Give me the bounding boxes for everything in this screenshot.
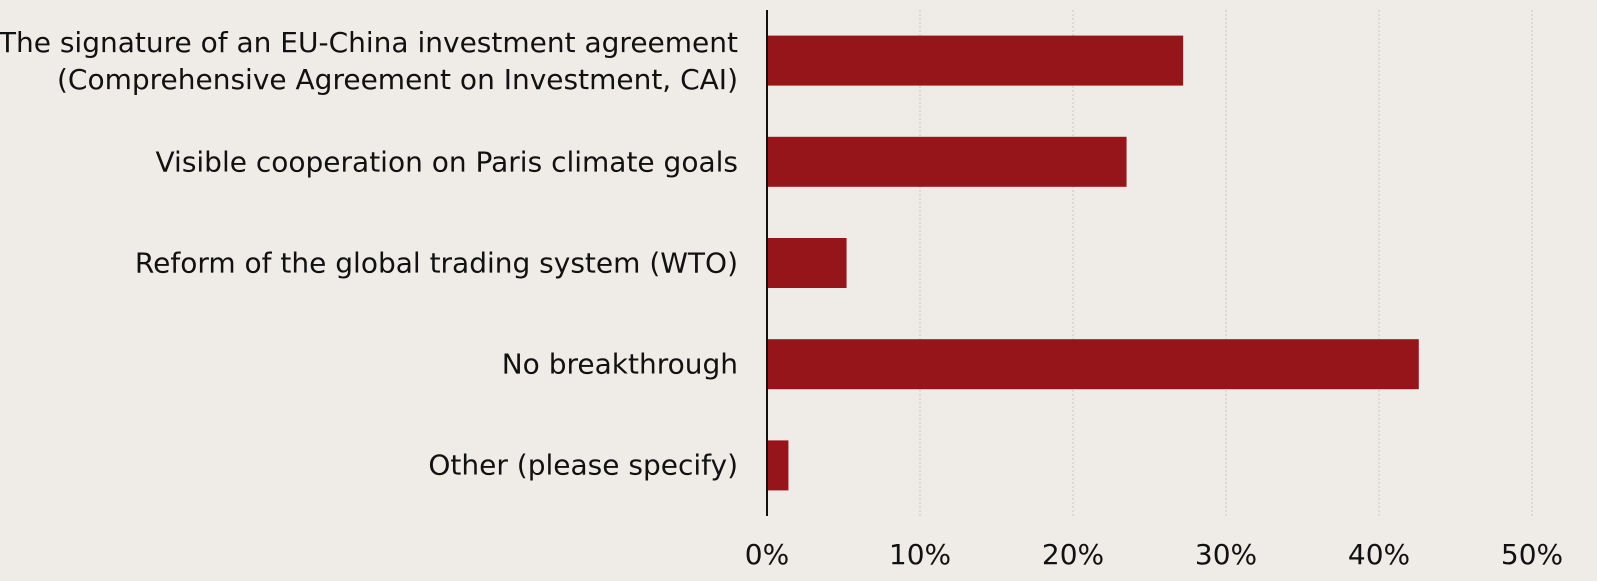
x-tick-label: 50% (1501, 538, 1563, 571)
bar (767, 136, 1127, 187)
x-tick-label: 0% (745, 538, 789, 571)
x-tick-label: 10% (889, 538, 951, 571)
category-label: Reform of the global trading system (WTO… (134, 246, 738, 280)
bar (767, 339, 1419, 390)
bar (767, 238, 847, 288)
x-tick-label: 30% (1195, 538, 1257, 571)
bar (767, 35, 1184, 86)
category-label: The signature of an EU-China investment … (0, 25, 738, 96)
category-label: Visible cooperation on Paris climate goa… (155, 145, 739, 179)
x-tick-label: 20% (1042, 538, 1104, 571)
category-label: No breakthrough (501, 347, 738, 381)
x-tick-label: 40% (1348, 538, 1410, 571)
bar (767, 440, 789, 491)
category-label: Other (please specify) (428, 448, 738, 482)
